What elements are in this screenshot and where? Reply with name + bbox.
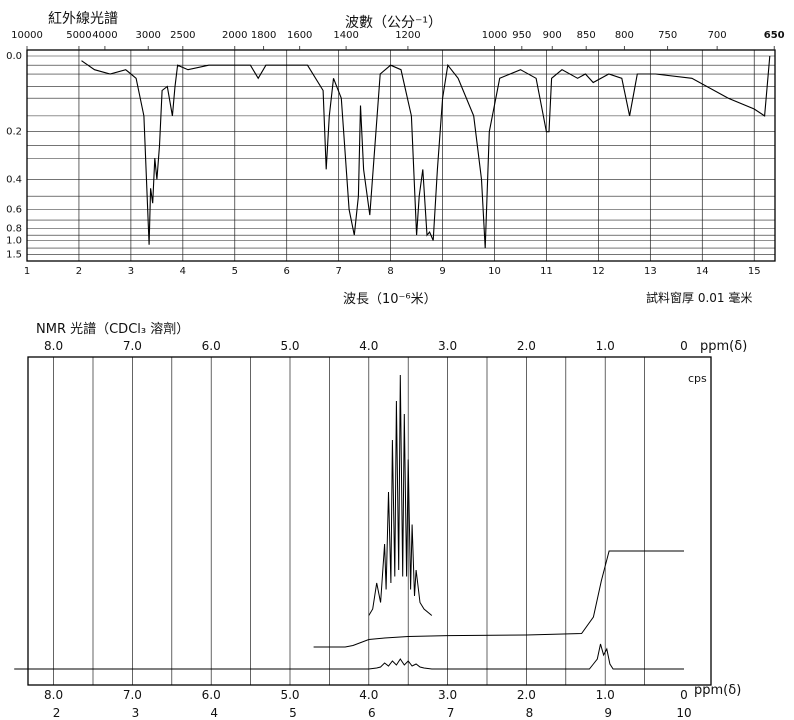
ir-wavelength-tick-label: 13: [644, 266, 657, 277]
ir-wavelength-tick-label: 3: [128, 266, 134, 277]
nmr-bottom-ppm-tick-label: 7.0: [123, 688, 142, 702]
nmr-bottom-ppm-tick-label: 3.0: [438, 688, 457, 702]
ir-wavelength-tick-label: 11: [540, 266, 553, 277]
nmr-bottom-ppm-tick-label: 6.0: [202, 688, 221, 702]
nmr-top-ppm-tick-label: 5.0: [280, 339, 299, 353]
ir-absorbance-tick-label: 0.8: [6, 224, 22, 235]
ir-wavelength-tick-label: 8: [387, 266, 393, 277]
ir-title: 紅外線光譜: [48, 11, 118, 27]
ir-absorbance-tick-label: 0.0: [6, 51, 22, 62]
ir-wavenumber-tick-label: 1000: [482, 30, 507, 41]
nmr-bottom-ppm-tick-label: 4.0: [359, 688, 378, 702]
ir-wavenumber-ticks: 10000 5000 4000 3000 2500 2000 1800 1600 1400 120…: [11, 30, 785, 50]
nmr-tau-tick-label: 7: [447, 706, 455, 720]
ir-wavenumber-tick-label: 2000: [222, 30, 247, 41]
ir-wavelength-tick-label: 12: [592, 266, 605, 277]
nmr-tau-tick-label: 2: [53, 706, 61, 720]
ir-wavelength-tick-label: 7: [335, 266, 341, 277]
nmr-top-ppm-ticks: 8.0 7.0 6.0 5.0 4.0 3.0 2.0 1.0 0: [44, 339, 688, 353]
nmr-top-ppm-tick-label: 7.0: [123, 339, 142, 353]
nmr-top-ppm-tick-label: 8.0: [44, 339, 63, 353]
ir-absorbance-ticks: 0.0 0.2 0.4 0.6 0.81.0 1.5: [6, 51, 22, 261]
ir-wavenumber-tick-label: 10000: [11, 30, 43, 41]
nmr-ppm-label-top: ppm(δ): [700, 339, 748, 354]
ir-grid: [26, 50, 775, 261]
nmr-tau-tick-label: 4: [210, 706, 218, 720]
ir-wavenumber-tick-label: 1400: [333, 30, 358, 41]
ir-absorbance-tick-label: 1.0: [6, 236, 22, 247]
nmr-bottom-ppm-tick-label: 2.0: [517, 688, 536, 702]
ir-wavenumber-tick-label: 4000: [92, 30, 117, 41]
nmr-top-ppm-tick-label: 1.0: [596, 339, 615, 353]
ir-wavenumber-tick-label: 700: [708, 30, 727, 41]
nmr-tau-tick-label: 10: [676, 706, 691, 720]
nmr-bottom-ppm-tick-label: 5.0: [280, 688, 299, 702]
ir-wavenumber-tick-label: 650: [764, 30, 785, 41]
nmr-tau-tick-label: 9: [604, 706, 612, 720]
nmr-bottom-ppm-tick-label: 1.0: [596, 688, 615, 702]
nmr-ppm-label-bottom: ppm(δ): [694, 683, 742, 698]
nmr-tau-tick-label: 8: [526, 706, 534, 720]
nmr-top-ppm-tick-label: 0: [680, 339, 688, 353]
nmr-top-ppm-tick-label: 6.0: [202, 339, 221, 353]
nmr-top-ppm-tick-label: 3.0: [438, 339, 457, 353]
ir-wavenumber-tick-label: 5000: [66, 30, 91, 41]
ir-sample-note: 試料窗厚 0.01 毫米: [646, 291, 753, 305]
ir-spectrum-line: [81, 55, 771, 249]
nmr-tau-tick-label: 6: [368, 706, 376, 720]
ir-wavelength-tick-label: 10: [488, 266, 501, 277]
nmr-spectrum-chart: 8.0 7.0 6.0 5.0 4.0 3.0 2.0 1.0 0 8.0 7.0 6.0 5.0 4.…: [14, 339, 712, 720]
nmr-integral-line: [313, 550, 684, 648]
ir-bottom-axis-label: 波長（10⁻⁶米）: [343, 292, 437, 307]
nmr-plot-frame: [27, 356, 712, 686]
ir-plot-frame: [26, 49, 776, 262]
ir-wavenumber-tick-label: 900: [543, 30, 562, 41]
ir-wavelength-tick-label: 4: [180, 266, 186, 277]
nmr-bottom-ppm-ticks: 8.0 7.0 6.0 5.0 4.0 3.0 2.0 1.0 0: [44, 688, 688, 702]
ir-wavelength-tick-label: 15: [748, 266, 761, 277]
ir-wavenumber-tick-label: 2500: [170, 30, 195, 41]
nmr-expanded-multiplet: [368, 374, 433, 616]
nmr-title: NMR 光譜（CDCl₃ 溶劑）: [36, 322, 190, 337]
ir-wavenumber-tick-label: 1800: [251, 30, 276, 41]
nmr-tau-ticks: 2 3 4 5 6 7 8 9 10: [53, 706, 692, 720]
ir-absorbance-tick-label: 0.2: [6, 127, 22, 138]
ir-absorbance-tick-label: 0.4: [6, 174, 22, 185]
nmr-grid: [53, 357, 645, 685]
ir-wavelength-tick-label: 14: [696, 266, 709, 277]
nmr-top-ppm-tick-label: 2.0: [517, 339, 536, 353]
ir-wavelength-tick-label: 1: [24, 266, 30, 277]
ir-wavenumber-tick-label: 800: [615, 30, 634, 41]
ir-wavelength-tick-label: 6: [284, 266, 290, 277]
ir-wavenumber-tick-label: 750: [658, 30, 677, 41]
nmr-bottom-ppm-tick-label: 0: [680, 688, 688, 702]
ir-top-axis-label: 波數（公分⁻¹）: [345, 15, 443, 31]
ir-wavenumber-tick-label: 3000: [135, 30, 160, 41]
ir-wavenumber-tick-label: 950: [512, 30, 531, 41]
nmr-top-ppm-tick-label: 4.0: [359, 339, 378, 353]
ir-wavenumber-tick-label: 1200: [395, 30, 420, 41]
nmr-tau-tick-label: 5: [289, 706, 297, 720]
ir-wavenumber-tick-label: 850: [577, 30, 596, 41]
ir-wavenumber-tick-label: 1600: [287, 30, 312, 41]
ir-wavelength-tick-label: 2: [76, 266, 82, 277]
nmr-bottom-ppm-tick-label: 8.0: [44, 688, 63, 702]
ir-wavelength-ticks: 1 2 3 4 5 6 7 8 9 10 11 12 13 14 15: [24, 266, 761, 277]
ir-wavelength-tick-label: 5: [232, 266, 238, 277]
ir-wavelength-tick-label: 9: [439, 266, 445, 277]
ir-absorbance-tick-label: 0.6: [6, 205, 22, 216]
ir-absorbance-tick-label: 1.5: [6, 250, 22, 261]
ir-spectrum-chart: 1 2 3 4 5 6 7 8 9 10 11 12 13 14 15 10000 5000 4000 3000 2…: [6, 30, 785, 277]
nmr-tau-tick-label: 3: [132, 706, 140, 720]
nmr-cps-label: cps: [688, 372, 707, 385]
nmr-spectrum-line: [14, 643, 684, 670]
